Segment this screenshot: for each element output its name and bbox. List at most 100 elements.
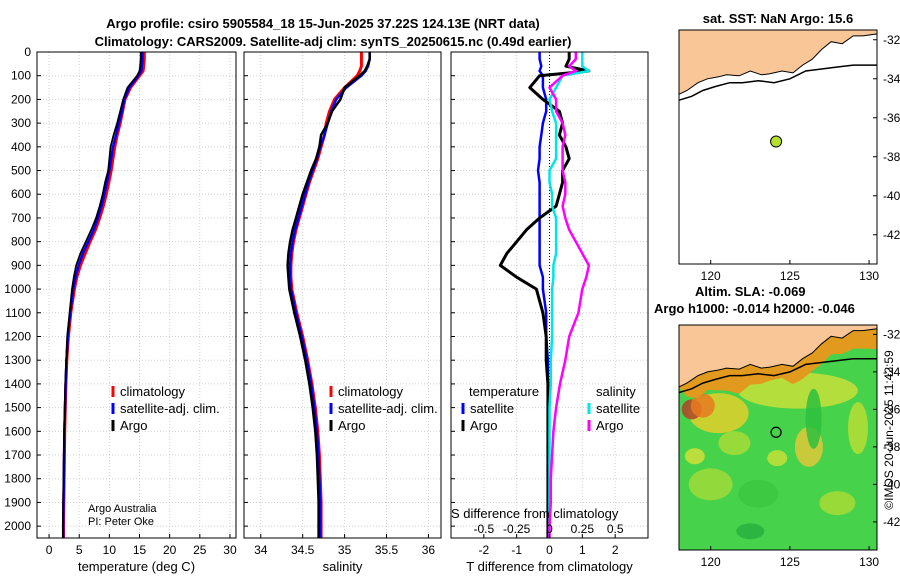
- legend-header-salinity: salinity: [596, 384, 636, 399]
- difference-panel: -2 -1 0 1 2 T difference from climatology -0.5…: [450, 51, 649, 574]
- legend-label-s-argo: Argo: [596, 418, 623, 433]
- y-tick-label: 700: [11, 211, 31, 225]
- legend-label-satellite: satellite-adj. clim.: [338, 401, 438, 416]
- x-axis-label: salinity: [323, 559, 363, 574]
- x-axis-label: T difference from climatology: [466, 559, 633, 574]
- y-tick-label: 1600: [4, 424, 31, 438]
- map-x-tick-label: 120: [701, 269, 721, 283]
- x2-tick-label: 0.25: [571, 522, 595, 536]
- y-tick-label: 1700: [4, 448, 31, 462]
- sla-anomaly-patch: [688, 468, 733, 501]
- difference-legend: temperature salinity satellite Argo sate…: [461, 384, 640, 433]
- legend-label-argo: Argo: [338, 418, 365, 433]
- y-tick-label: 1800: [4, 472, 31, 486]
- x-tick-label: 15: [133, 543, 147, 557]
- title-line-1: Argo profile: csiro 5905584_18 15-Jun-20…: [106, 16, 540, 31]
- y-tick-label: 1300: [4, 353, 31, 367]
- x-tick-label: 5: [76, 543, 83, 557]
- imos-watermark: ©IMOS 20-Jun-2025 11:42:59: [882, 350, 896, 510]
- temperature-panel: 0 5 10 15 20 25 300100200300400500600700800900…: [4, 45, 237, 574]
- y-tick-label: 100: [11, 69, 31, 83]
- x-tick-label: 35.5: [375, 543, 399, 557]
- x2-tick-label: 0: [546, 522, 553, 536]
- map-y-tick-label: -36: [883, 402, 900, 416]
- y-tick-label: 1900: [4, 495, 31, 509]
- map-x-tick-label: 120: [701, 555, 721, 569]
- y-tick-label: 1500: [4, 401, 31, 415]
- y-tick-label: 1200: [4, 329, 31, 343]
- x-tick-label: 0: [546, 543, 553, 557]
- x-tick-label: 0: [46, 543, 53, 557]
- map-y-tick-label: -32: [883, 327, 900, 341]
- legend-label-t-argo: Argo: [470, 418, 497, 433]
- shelf-contour: [679, 357, 877, 394]
- x-tick-label: 1: [579, 543, 586, 557]
- map-x-tick-label: 130: [859, 269, 879, 283]
- series-s-satellite: [548, 52, 591, 538]
- y-tick-label: 500: [11, 164, 31, 178]
- map-y-tick-label: -42: [883, 515, 900, 529]
- sla-anomaly-patch: [767, 450, 788, 467]
- x-tick-label: 10: [103, 543, 117, 557]
- x2-tick-label: -0.5: [473, 522, 494, 536]
- map-x-tick-label: 125: [780, 269, 800, 283]
- x-tick-label: 2: [612, 543, 619, 557]
- sla-anomaly-patch: [738, 479, 779, 508]
- shelf-warm-band: [679, 328, 877, 399]
- x2-tick-label: -0.25: [503, 522, 531, 536]
- legend-label-climatology: climatology: [120, 384, 186, 399]
- series-s-argo: [548, 52, 591, 538]
- y-tick-label: 900: [11, 258, 31, 272]
- map-x-tick-label: 125: [780, 555, 800, 569]
- credit-line-2: PI: Peter Oke: [88, 516, 154, 528]
- y-tick-label: 300: [11, 116, 31, 130]
- y-tick-label: 1400: [4, 377, 31, 391]
- sla-anomaly-patch: [805, 388, 822, 449]
- temperature-legend: climatology satellite-adj. clim. Argo: [111, 384, 220, 433]
- legend-label-s-satellite: satellite: [596, 401, 640, 416]
- series-climatology: [62, 52, 146, 538]
- sla-anomaly-patch: [718, 431, 751, 456]
- series-argo: [286, 52, 371, 538]
- plot-frame: [243, 51, 442, 539]
- map-y-tick-label: -42: [883, 228, 900, 242]
- sla-anomaly-patch: [737, 372, 858, 409]
- legend-label-argo: Argo: [120, 418, 147, 433]
- series-satellite-adj-clim-: [61, 52, 144, 538]
- y-tick-label: 600: [11, 187, 31, 201]
- map-frame: [678, 29, 878, 265]
- sst-map: 120 125 130 -32 -34 -36 -38 -40 -42: [678, 29, 900, 283]
- sla-anomaly-patch: [819, 491, 856, 516]
- map-y-tick-label: -38: [883, 150, 900, 164]
- y-tick-label: 200: [11, 92, 31, 106]
- s-difference-label: S difference from climatology: [451, 506, 619, 521]
- y-tick-label: 1100: [5, 306, 31, 320]
- argo-float-marker: [770, 135, 783, 148]
- map-y-tick-label: -34: [883, 365, 900, 379]
- sla-map-title-1: Altim. SLA: -0.069: [695, 284, 806, 299]
- series-argo: [62, 52, 142, 538]
- legend-label-satellite: satellite-adj. clim.: [120, 401, 220, 416]
- coastline-land: [679, 325, 877, 388]
- x-tick-label: 35: [338, 543, 352, 557]
- map-y-tick-label: -34: [883, 72, 900, 86]
- legend-label-t-satellite: satellite: [470, 401, 514, 416]
- map-y-tick-label: -32: [883, 33, 900, 47]
- x-tick-label: -2: [478, 543, 489, 557]
- x-tick-label: -1: [511, 543, 522, 557]
- x-tick-label: 25: [193, 543, 207, 557]
- map-y-tick-label: -40: [883, 189, 900, 203]
- shelf-contour: [678, 64, 877, 101]
- salinity-panel: 34 34.5 35 35.5 36 salinity: [243, 51, 442, 574]
- x-tick-label: 20: [163, 543, 177, 557]
- y-tick-label: 400: [11, 140, 31, 154]
- sla-map: 120 125 130 -32 -34 -36 -38 -40 -42: [678, 324, 900, 569]
- coastline-land: [678, 29, 878, 96]
- x2-tick-label: 0.5: [607, 522, 624, 536]
- sst-map-title: sat. SST: NaN Argo: 15.6: [703, 11, 854, 26]
- x-axis-label: temperature (deg C): [78, 559, 195, 574]
- y-tick-label: 0: [24, 45, 31, 59]
- argo-float-marker: [770, 426, 782, 438]
- y-tick-label: 800: [11, 235, 31, 249]
